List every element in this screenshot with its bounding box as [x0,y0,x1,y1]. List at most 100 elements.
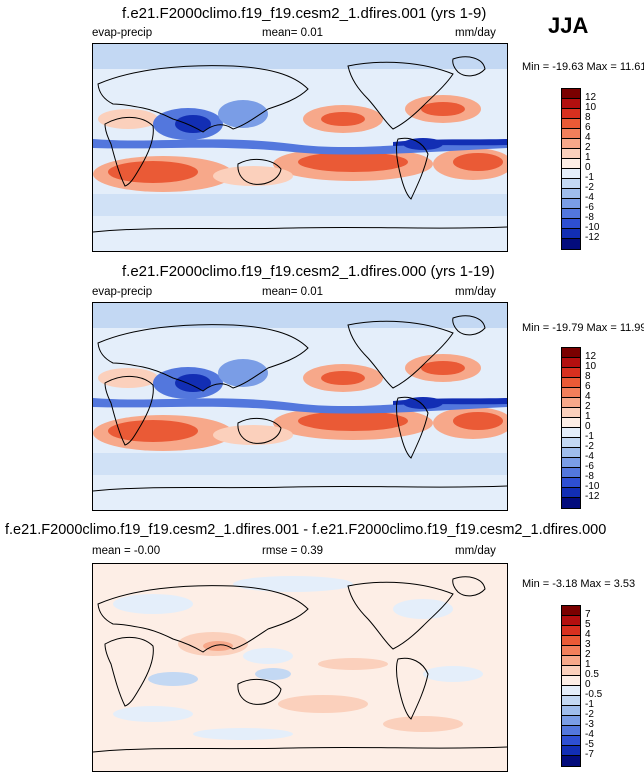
panel3-rmse-label: rmse = 0.39 [262,545,324,557]
colorbar-tick-label: 0 [585,421,591,432]
colorbar-swatch [562,498,580,508]
panel2-title: f.e21.F2000climo.f19_f19.cesm2_1.dfires.… [122,263,495,280]
colorbar-tick-label: 8 [585,371,591,382]
colorbar-swatch [562,348,580,358]
colorbar-swatch [562,99,580,109]
colorbar-tick-label: 4 [585,391,591,402]
panel1-contour-field [93,44,507,251]
colorbar-tick-label: 0 [585,679,591,690]
colorbar-swatch [562,199,580,209]
colorbar-swatch [562,109,580,119]
colorbar-tick-label: -4 [585,451,594,462]
colorbar-swatch [562,428,580,438]
colorbar-swatch [562,179,580,189]
colorbar-swatch [562,676,580,686]
colorbar-tick-label: -7 [585,749,594,760]
colorbar-tick-label: 12 [585,92,597,103]
colorbar-swatch [562,169,580,179]
panel2-map [92,302,508,511]
colorbar-swatch [562,448,580,458]
colorbar-swatch [562,89,580,99]
colorbar-tick-label: 10 [585,102,597,113]
colorbar-tick-label: -0.5 [585,689,603,700]
colorbar-tick-label: -2 [585,182,594,193]
colorbar-tick-label: 2 [585,142,591,153]
panel2-colorbar [561,347,581,509]
panel3-map [92,563,508,772]
colorbar-swatch [562,438,580,448]
colorbar-tick-label: 7 [585,609,591,620]
colorbar-swatch [562,656,580,666]
colorbar-swatch [562,458,580,468]
colorbar-tick-label: 3 [585,639,591,650]
colorbar-swatch [562,219,580,229]
colorbar-tick-label: 4 [585,132,591,143]
panel3-minmax: Min = -3.18 Max = 3.53 [522,578,636,590]
colorbar-swatch [562,189,580,199]
colorbar-tick-label: 1 [585,659,591,670]
colorbar-swatch [562,239,580,249]
colorbar-tick-label: 0.5 [585,669,599,680]
colorbar-swatch [562,736,580,746]
colorbar-tick-label: -3 [585,719,594,730]
colorbar-swatch [562,149,580,159]
panel2-units-label: mm/day [455,286,496,298]
colorbar-swatch [562,726,580,736]
panel1-variable-label: evap-precip [92,27,153,39]
colorbar-tick-label: -8 [585,471,594,482]
colorbar-tick-label: 10 [585,361,597,372]
colorbar-tick-label: -1 [585,699,594,710]
panel1-minmax: Min = -19.63 Max = 11.61 [522,61,644,73]
panel1-units-label: mm/day [455,27,496,39]
colorbar-tick-label: 2 [585,649,591,660]
colorbar-tick-label: -5 [585,739,594,750]
panel3-colorbar [561,605,581,767]
colorbar-tick-label: 2 [585,401,591,412]
colorbar-swatch [562,626,580,636]
colorbar-swatch [562,129,580,139]
colorbar-tick-label: -6 [585,202,594,213]
colorbar-swatch [562,686,580,696]
panel2-contour-field [93,303,507,510]
colorbar-tick-label: -2 [585,441,594,452]
panel3-mean-label: mean = -0.00 [92,545,161,557]
colorbar-tick-label: 12 [585,351,597,362]
panel1-colorbar [561,88,581,250]
colorbar-tick-label: -1 [585,172,594,183]
colorbar-swatch [562,378,580,388]
colorbar-tick-label: 0 [585,162,591,173]
colorbar-tick-label: -10 [585,481,600,492]
colorbar-tick-label: 8 [585,112,591,123]
colorbar-swatch [562,209,580,219]
colorbar-swatch [562,716,580,726]
colorbar-swatch [562,358,580,368]
colorbar-swatch [562,616,580,626]
panel3-contour-field [93,564,507,771]
panel2-minmax: Min = -19.79 Max = 11.99 [522,322,644,334]
colorbar-tick-label: 4 [585,629,591,640]
colorbar-swatch [562,229,580,239]
colorbar-tick-label: -4 [585,192,594,203]
panel2-variable-label: evap-precip [92,286,153,298]
colorbar-swatch [562,488,580,498]
panel3-title: f.e21.F2000climo.f19_f19.cesm2_1.dfires.… [5,522,607,538]
colorbar-swatch [562,139,580,149]
colorbar-swatch [562,159,580,169]
colorbar-tick-label: -10 [585,222,600,233]
colorbar-swatch [562,468,580,478]
colorbar-tick-label: -6 [585,461,594,472]
colorbar-swatch [562,478,580,488]
season-label: JJA [548,13,589,38]
panel1-mean-label: mean= 0.01 [262,27,324,39]
colorbar-tick-label: -8 [585,212,594,223]
colorbar-swatch [562,418,580,428]
colorbar-swatch [562,646,580,656]
colorbar-tick-label: 6 [585,381,591,392]
colorbar-tick-label: -4 [585,729,594,740]
panel1-title: f.e21.F2000climo.f19_f19.cesm2_1.dfires.… [122,5,487,22]
colorbar-tick-label: 1 [585,152,591,163]
colorbar-swatch [562,606,580,616]
colorbar-tick-label: 1 [585,411,591,422]
colorbar-swatch [562,706,580,716]
colorbar-swatch [562,388,580,398]
